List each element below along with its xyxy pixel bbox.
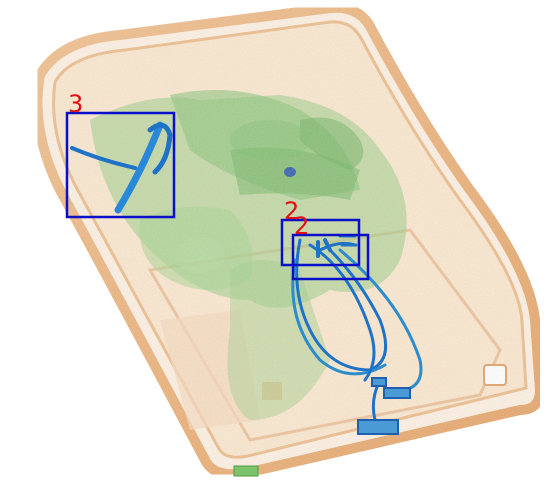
detection-label: 2 [294,212,309,240]
detection-2a: 2 [280,197,361,267]
bounding-box [65,111,176,219]
detection-label: 2 [284,197,299,225]
detection-2b: 2 [291,212,370,281]
detection-label: 3 [68,90,83,118]
bounding-box [280,218,361,267]
bounding-box [291,233,370,281]
metal-objects [70,121,423,477]
detection-3: 3 [65,90,176,219]
